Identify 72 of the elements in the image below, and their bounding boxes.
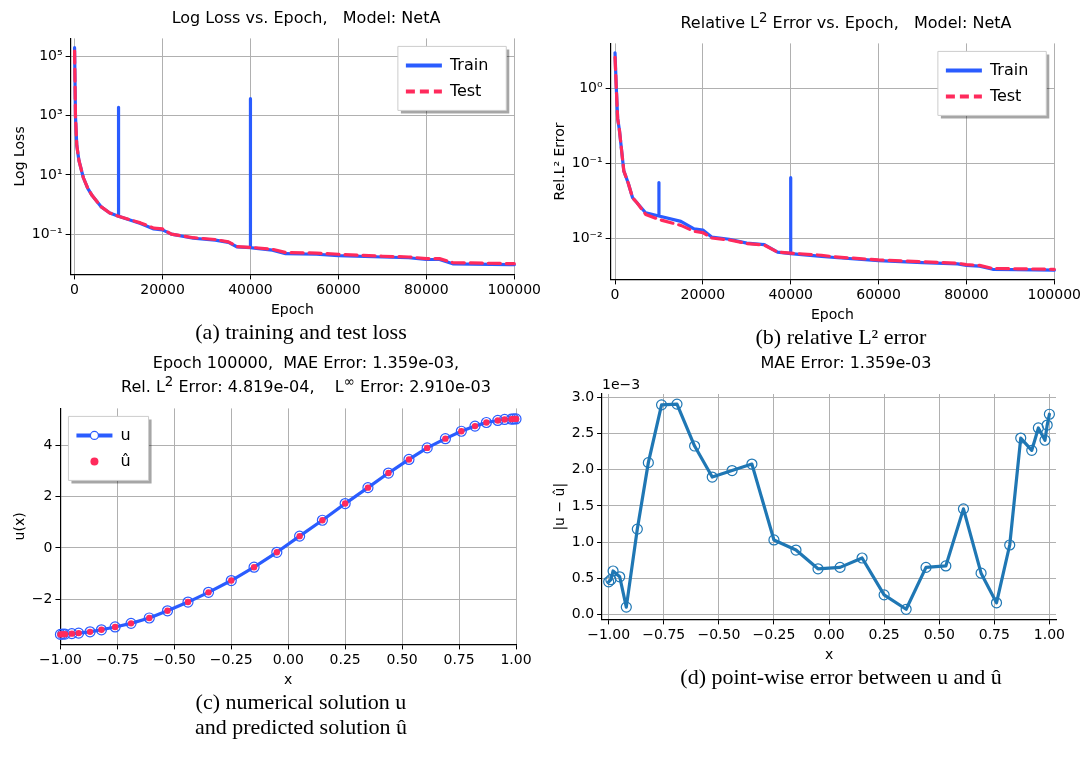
x-tick-label: −0.75 — [642, 626, 686, 643]
x-tick-label: 60000 — [856, 286, 901, 303]
y-tick-label: 10⁻² — [571, 229, 603, 246]
x-tick-label: 40000 — [228, 281, 273, 298]
y-axis-title: |u − û| — [551, 483, 569, 531]
y-tick-label: 1.5 — [571, 496, 595, 513]
chart-title: Log Loss vs. Epoch, Model: NetA — [170, 8, 441, 27]
x-tick-label: 1.00 — [500, 651, 532, 668]
y-tick-label: −2 — [31, 589, 53, 606]
y-tick-label: 10⁰ — [579, 79, 603, 96]
legend-label: Test — [448, 80, 482, 100]
text: (b) relative L² error — [754, 324, 927, 350]
y-tick-label: 2 — [43, 486, 53, 503]
x-tick-label: −0.75 — [95, 651, 139, 668]
x-tick-label: −0.50 — [152, 651, 196, 668]
y-axis-title: Log Loss — [11, 126, 28, 187]
x-tick-label: 20000 — [680, 286, 726, 303]
y-tick-label: 1.0 — [571, 533, 595, 550]
y-tick-label: 4 — [43, 435, 53, 452]
x-tick-label: 0.25 — [868, 626, 900, 643]
y-tick-label: 2.5 — [571, 424, 595, 441]
x-tick-label: 0 — [610, 286, 620, 303]
x-tick-label: −1.00 — [587, 626, 631, 643]
x-tick-label: 60000 — [316, 281, 361, 298]
legend-label: û — [120, 450, 131, 470]
chart-subtitle: Rel. L$^{2}$ Error: 4.819e-04, L$^{∞}$ Error: 2.910e-03 — [120, 373, 491, 397]
x-tick-label: 0.75 — [978, 626, 1010, 643]
legend-label: u — [120, 424, 131, 444]
y-tick-label: 0 — [43, 538, 53, 555]
x-tick-label: −0.25 — [209, 651, 253, 668]
y-axis-title: Rel.L² Error — [551, 122, 568, 201]
x-tick-label: 1.00 — [1033, 626, 1065, 643]
x-tick-label: −0.25 — [752, 626, 796, 643]
x-tick-label: −1.00 — [38, 651, 82, 668]
x-tick-label: 0.75 — [443, 651, 475, 668]
y-tick-label: 3.0 — [571, 388, 595, 405]
x-tick-label: 80000 — [944, 286, 989, 303]
x-axis-title: Epoch — [271, 301, 314, 318]
y-tick-label: 10³ — [39, 106, 63, 123]
y-tick-label: 10⁵ — [39, 46, 63, 63]
y-tick-label: 2.0 — [571, 460, 595, 477]
x-tick-label: 40000 — [768, 286, 813, 303]
x-tick-label: 0 — [70, 281, 80, 298]
x-tick-label: 0.00 — [272, 651, 304, 668]
x-tick-label: −0.50 — [697, 626, 741, 643]
x-tick-label: 100000 — [1027, 286, 1081, 303]
x-tick-label: 80000 — [404, 281, 449, 298]
x-tick-label: 0.50 — [386, 651, 418, 668]
text: (c) numerical solution u and predicted solution û — [194, 688, 407, 739]
x-tick-label: 0.50 — [923, 626, 955, 643]
x-tick-label: 0.00 — [813, 626, 845, 643]
x-axis-title: x — [824, 646, 834, 663]
legend-label: Test — [988, 85, 1022, 105]
legend-label: Train — [448, 54, 489, 74]
chart-title: Relative L$^{2}$ Error vs. Epoch, Model: NetA — [679, 9, 1012, 33]
y-axis-title: u(x) — [11, 512, 28, 541]
text: (a) training and test loss — [194, 319, 407, 344]
y-tick-label: 10⁻¹ — [31, 224, 63, 241]
x-axis-title: Epoch — [811, 306, 854, 323]
x-tick-label: 0.25 — [329, 651, 361, 668]
chart-title: MAE Error: 1.359e-03 — [759, 353, 932, 373]
text: (d) point-wise error between u and û — [679, 664, 1002, 690]
y-tick-label: 10⁻¹ — [571, 154, 603, 171]
legend-label: Train — [988, 59, 1029, 79]
x-tick-label: 100000 — [487, 281, 541, 298]
y-tick-label: 0.5 — [571, 569, 595, 586]
x-tick-label: 20000 — [140, 281, 185, 298]
chart-title: Epoch 100000, MAE Error: 1.359e-03, — [151, 353, 460, 373]
x-axis-title: x — [284, 670, 293, 687]
text: 1e−3 — [602, 375, 641, 392]
y-tick-label: 0.0 — [571, 605, 595, 622]
y-tick-label: 10¹ — [39, 165, 63, 182]
